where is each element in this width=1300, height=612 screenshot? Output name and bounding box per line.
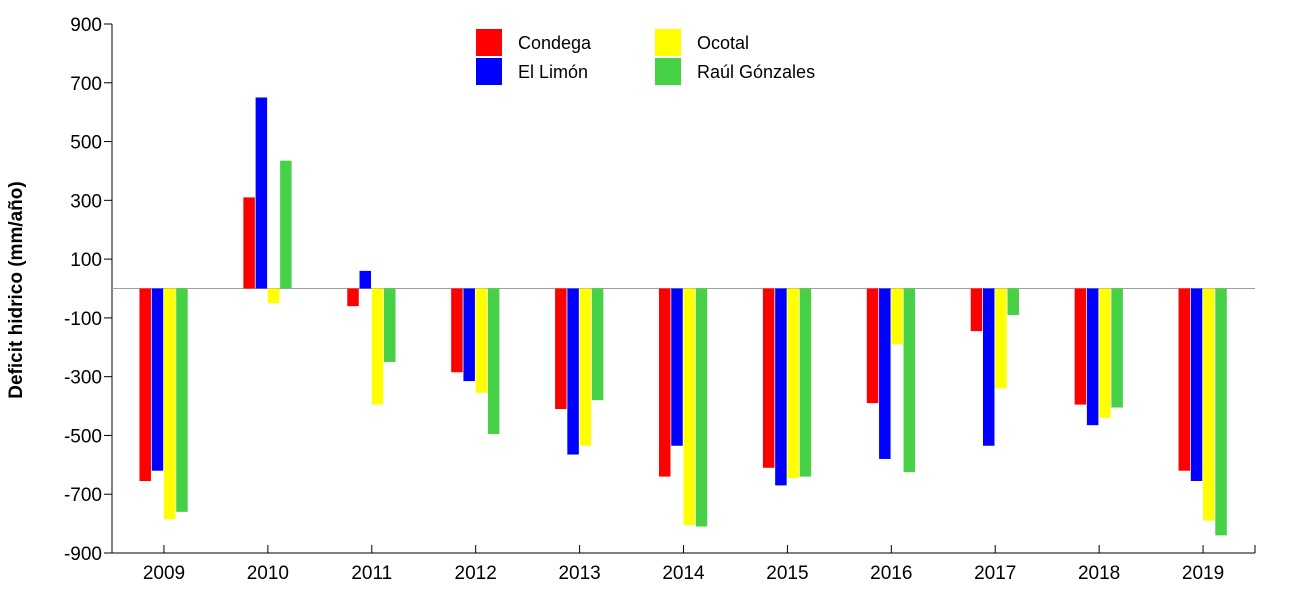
x-tick-label: 2018 xyxy=(1078,563,1120,584)
bars xyxy=(139,97,1227,536)
bar xyxy=(1178,288,1191,471)
x-tick-label: 2019 xyxy=(1182,563,1224,584)
y-tick-label: 700 xyxy=(70,74,102,95)
bar xyxy=(1190,288,1203,481)
bar xyxy=(970,288,983,332)
bar xyxy=(139,288,151,481)
bar xyxy=(591,288,604,401)
y-tick-label: 100 xyxy=(70,250,102,271)
bar xyxy=(1074,288,1087,405)
bar xyxy=(866,288,879,404)
x-tick-label: 2014 xyxy=(662,563,705,584)
bar xyxy=(1007,288,1019,315)
bar xyxy=(1203,288,1215,521)
x-tick-label: 2012 xyxy=(455,563,497,584)
bar xyxy=(683,288,695,526)
x-tick-label: 2010 xyxy=(247,563,289,584)
x-tick-label: 2015 xyxy=(766,563,808,584)
legend-swatch xyxy=(476,29,502,56)
y-tick-label: 900 xyxy=(70,15,102,36)
bar xyxy=(255,97,268,289)
legend: Condega El Limón Ocotal Raúl Gónzales xyxy=(476,29,815,85)
y-tick-label: -900 xyxy=(64,544,102,565)
x-tick-label: 2011 xyxy=(351,563,392,584)
bar xyxy=(799,288,812,477)
bar xyxy=(176,288,188,512)
bar xyxy=(891,288,903,345)
bar xyxy=(163,288,176,520)
bar xyxy=(671,288,683,446)
bar xyxy=(347,288,359,307)
legend-label: Ocotal xyxy=(697,33,749,53)
x-tick-label: 2017 xyxy=(974,563,1016,584)
bar xyxy=(579,288,592,446)
bar xyxy=(384,288,396,362)
legend-label: El Limón xyxy=(518,62,588,82)
legend-swatch xyxy=(655,29,681,56)
bar xyxy=(359,270,372,289)
bar xyxy=(879,288,891,459)
legend-swatch xyxy=(476,58,502,85)
y-tick-label: -300 xyxy=(64,368,102,389)
legend-label: Condega xyxy=(518,33,592,53)
legend-label: Raúl Gónzales xyxy=(697,62,815,82)
bar xyxy=(982,288,995,446)
legend-swatch xyxy=(655,58,681,85)
bar xyxy=(487,288,500,434)
y-axis-label: Deficit hidrico (mm/año) xyxy=(6,181,27,398)
bar xyxy=(903,288,916,473)
x-tick-label: 2013 xyxy=(558,563,600,584)
y-tick-label: 500 xyxy=(70,133,102,154)
bar xyxy=(1111,288,1123,408)
x-tick-label: 2009 xyxy=(143,563,185,584)
bar xyxy=(243,197,255,289)
bar xyxy=(371,288,384,405)
bar xyxy=(695,288,708,527)
bar xyxy=(280,160,292,289)
bar xyxy=(475,288,488,393)
bar xyxy=(567,288,579,455)
bar xyxy=(1099,288,1111,418)
bar xyxy=(995,288,1007,389)
bar xyxy=(775,288,787,486)
bar xyxy=(659,288,671,477)
y-tick-label: -700 xyxy=(64,485,102,506)
bar xyxy=(762,288,775,468)
bar xyxy=(267,288,280,304)
bar xyxy=(555,288,567,409)
bar xyxy=(463,288,475,382)
y-tick-label: -100 xyxy=(64,309,102,330)
bar xyxy=(451,288,463,373)
bar xyxy=(787,288,799,479)
bar xyxy=(1086,288,1099,426)
y-axis-ticks: 900 700 500 300 100 -100 -300 -500 -700 -900 xyxy=(64,15,112,565)
y-tick-label: -500 xyxy=(64,426,102,447)
y-tick-label: 300 xyxy=(70,191,102,212)
bar xyxy=(1215,288,1227,536)
x-tick-label: 2016 xyxy=(870,563,912,584)
bar xyxy=(151,288,164,471)
x-axis-ticks: 2009 2010 2011 2012 2013 2014 2015 2016 2017 2018… xyxy=(143,545,1224,584)
